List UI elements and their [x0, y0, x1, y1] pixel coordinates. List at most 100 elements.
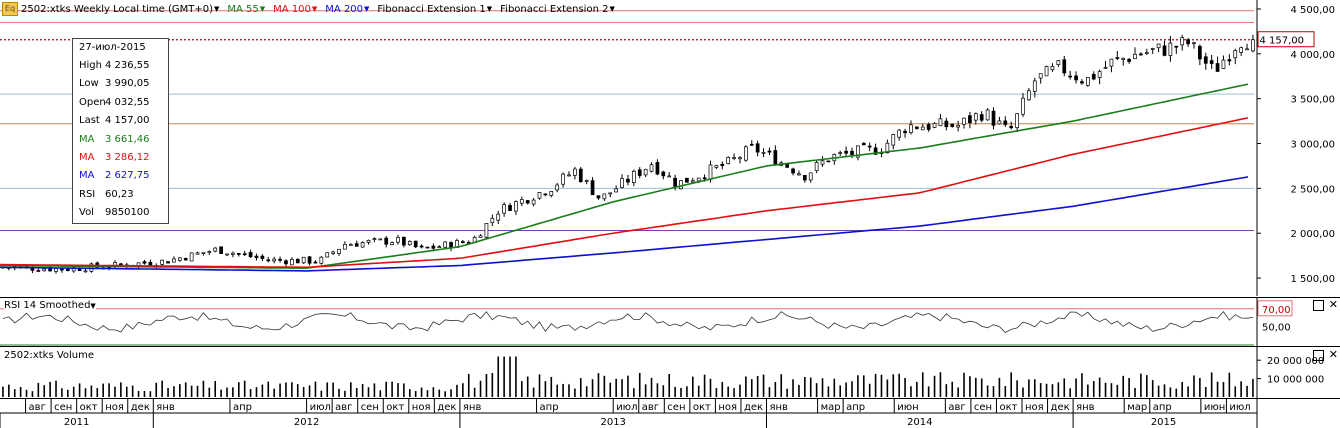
candle — [519, 196, 524, 207]
candle-body — [1021, 97, 1025, 115]
chevron-down-icon[interactable]: ▼ — [90, 302, 96, 310]
price-tick-label: 1 500,00 — [1290, 274, 1335, 285]
volume-bar — [674, 386, 676, 397]
candle — [1221, 55, 1226, 70]
candle — [920, 123, 925, 131]
candle-body — [278, 258, 282, 261]
volume-bar — [986, 385, 989, 397]
candle-body — [885, 142, 890, 154]
candle-body — [861, 142, 866, 146]
candle — [714, 164, 719, 169]
volume-bar — [31, 391, 34, 397]
month-label: июн — [1204, 402, 1225, 413]
volume-bar — [868, 383, 871, 397]
time-axis-svg[interactable]: авг сен окт ноя дек янв апр июл авг сен окт ноя дек я… — [0, 399, 1340, 428]
info-label: Vol — [79, 207, 94, 219]
rsi-chart[interactable]: 70,00 50,00 — [0, 298, 1340, 346]
maximize-icon[interactable] — [1312, 300, 1324, 311]
ma55-indicator[interactable]: MA 55 ▼ — [227, 4, 265, 15]
chevron-down-icon[interactable]: ▼ — [259, 5, 266, 13]
candle — [944, 117, 949, 131]
volume-bar — [279, 383, 281, 397]
candle — [443, 241, 448, 248]
candle-body — [920, 126, 925, 131]
chevron-down-icon[interactable]: ▼ — [609, 5, 615, 13]
candle — [915, 126, 919, 130]
info-label: MA — [79, 151, 95, 163]
candle — [425, 246, 430, 249]
candle-body — [272, 258, 277, 262]
volume-bar — [762, 374, 765, 397]
candle — [1056, 59, 1061, 67]
ma100-indicator[interactable]: MA 100 ▼ — [273, 4, 317, 15]
candle — [578, 167, 583, 183]
candle-body — [561, 173, 565, 185]
volume-title[interactable]: 2502:xtks Volume — [4, 350, 95, 361]
candle — [755, 140, 760, 157]
volume-bar — [862, 375, 865, 397]
maximize-icon[interactable] — [1312, 350, 1324, 361]
candle-body — [673, 177, 677, 187]
chevron-down-icon[interactable]: ▼ — [486, 5, 493, 13]
candle — [1015, 113, 1019, 133]
volume-bar — [1169, 387, 1172, 397]
candle-body — [761, 152, 766, 154]
volume-bar — [385, 381, 387, 397]
candle — [142, 259, 147, 265]
candle-body — [985, 109, 990, 121]
rsi-panel-buttons: ✕ — [1312, 298, 1338, 311]
candle — [1091, 71, 1096, 81]
candle-body — [1192, 42, 1196, 45]
candle — [555, 182, 560, 193]
candle — [225, 253, 229, 257]
volume-bar — [267, 381, 270, 397]
volume-bar — [1087, 384, 1089, 397]
candle — [1097, 69, 1102, 85]
volume-bar — [291, 382, 293, 397]
candle-body — [1003, 120, 1008, 125]
volume-bar — [969, 376, 971, 397]
volume-bar — [538, 374, 541, 397]
volume-chart[interactable]: 20 000 000 10 000 000 — [0, 347, 1340, 399]
fib1-indicator[interactable]: Fibonacci Extension 1 ▼ — [377, 4, 492, 15]
volume-bar — [733, 388, 735, 397]
candle-body — [732, 157, 736, 159]
fib2-indicator[interactable]: Fibonacci Extension 2 ▼ — [500, 4, 615, 15]
volume-bar — [833, 378, 836, 397]
candle — [761, 148, 766, 158]
candle — [679, 180, 683, 190]
ma200-indicator[interactable]: MA 200 ▼ — [325, 4, 369, 15]
volume-bar — [597, 373, 600, 397]
candle — [1180, 34, 1185, 51]
symbol-title[interactable]: Eq 2502:xtks Weekly Local time (GMT+0) ▼ — [2, 2, 219, 16]
close-icon[interactable]: ✕ — [1328, 298, 1338, 311]
candle — [979, 111, 984, 123]
candle — [219, 246, 223, 254]
volume-bar — [627, 375, 629, 397]
rsi-title[interactable]: RSI 14 Smoothed▼ — [4, 300, 96, 311]
chevron-down-icon[interactable]: ▼ — [214, 5, 220, 13]
close-icon[interactable]: ✕ — [1328, 348, 1338, 361]
volume-bar — [916, 381, 918, 397]
info-row-low: Low 3 990,05 — [73, 75, 168, 93]
candle — [514, 200, 518, 215]
volume-bar — [709, 378, 712, 397]
candle — [1068, 70, 1073, 80]
volume-bar — [255, 387, 258, 397]
month-label: июл — [310, 402, 331, 413]
price-chart[interactable]: 4 500,00 4 000,00 3 500,00 3 000,00 2 500,00… — [0, 0, 1340, 296]
candle — [626, 174, 630, 186]
year-label: 2013 — [600, 417, 625, 428]
chevron-down-icon[interactable]: ▼ — [311, 5, 318, 13]
volume-bar — [302, 386, 305, 397]
volume-bar — [603, 375, 606, 397]
volume-bar — [556, 384, 558, 397]
volume-bar — [792, 379, 794, 397]
candle-body — [166, 261, 170, 264]
volume-bar — [403, 383, 405, 397]
volume-bar — [243, 380, 246, 397]
candle — [631, 169, 636, 187]
chevron-down-icon[interactable]: ▼ — [364, 5, 370, 13]
volume-bar — [1163, 384, 1166, 397]
candle — [207, 250, 212, 255]
